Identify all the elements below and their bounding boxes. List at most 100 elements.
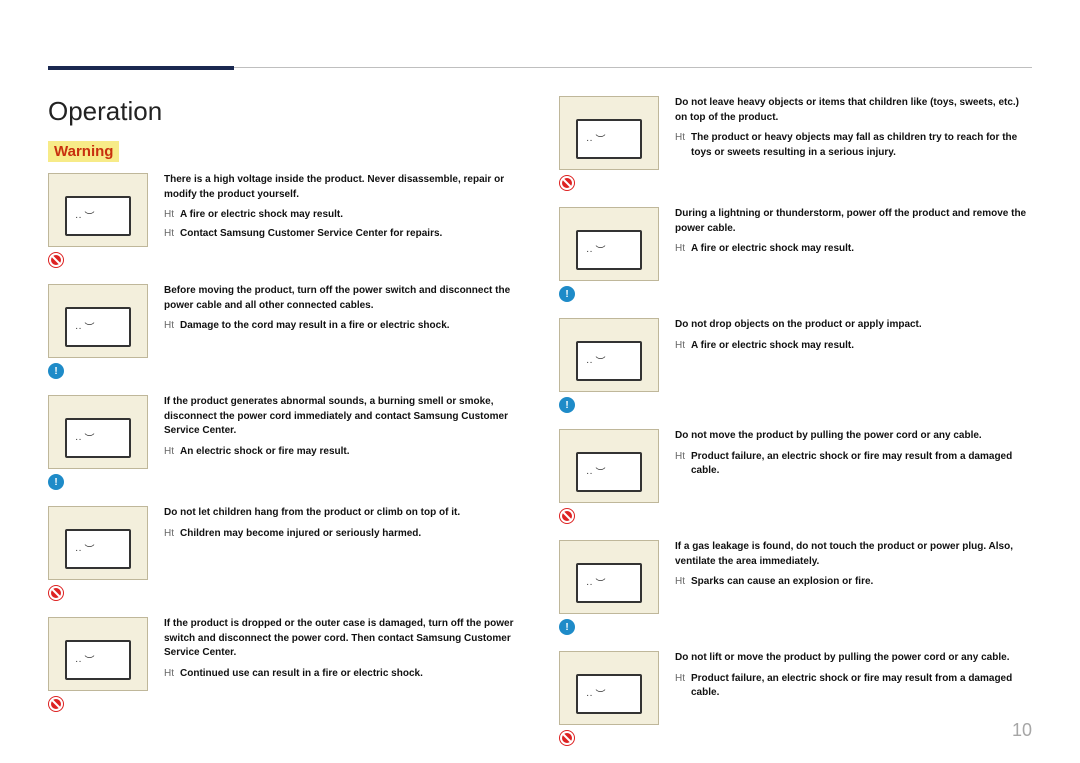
item-body: If a gas leakage is found, do not touch …	[675, 540, 1032, 594]
caution-icon	[559, 286, 575, 302]
item-sub-row: Ht Contact Samsung Customer Service Cente…	[164, 227, 521, 242]
item-main-text: If the product is dropped or the outer c…	[164, 617, 521, 661]
indicator-row	[48, 250, 148, 268]
thumb-wrap: ·· ︶	[559, 540, 659, 635]
item-sub-row: Ht Sparks can cause an explosion or fire.	[675, 575, 1032, 590]
bullet-icon: Ht	[675, 672, 685, 701]
item-sub-row: Ht A fire or electric shock may result.	[164, 208, 521, 223]
illustration-thumb: ·· ︶	[559, 651, 659, 725]
illustration-thumb: ·· ︶	[559, 429, 659, 503]
illustration-thumb: ·· ︶	[48, 617, 148, 691]
item-main-text: There is a high voltage inside the produ…	[164, 173, 521, 202]
safety-item: ·· ︶ Do not lift or move the product by p…	[559, 651, 1032, 746]
safety-item: ·· ︶ There is a high voltage inside the p…	[48, 173, 521, 268]
prohibit-icon	[559, 730, 575, 746]
bullet-icon: Ht	[675, 450, 685, 479]
item-sub-row: Ht Damage to the cord may result in a fir…	[164, 319, 521, 334]
item-main-text: Do not lift or move the product by pulli…	[675, 651, 1032, 666]
item-sub-text: Damage to the cord may result in a fire …	[180, 319, 450, 334]
item-body: If the product generates abnormal sounds…	[164, 395, 521, 463]
bullet-icon: Ht	[164, 527, 174, 542]
item-sub-text: A fire or electric shock may result.	[691, 339, 854, 354]
thumb-wrap: ·· ︶	[559, 651, 659, 746]
bullet-icon: Ht	[164, 667, 174, 682]
thumb-wrap: ·· ︶	[559, 96, 659, 191]
thumb-wrap: ·· ︶	[559, 429, 659, 524]
safety-item: ·· ︶ Do not drop objects on the product o…	[559, 318, 1032, 413]
caution-icon	[559, 619, 575, 635]
illustration-thumb: ·· ︶	[559, 96, 659, 170]
indicator-row	[559, 617, 659, 635]
caution-icon	[48, 363, 64, 379]
indicator-row	[559, 506, 659, 524]
caution-icon	[559, 397, 575, 413]
prohibit-icon	[559, 175, 575, 191]
bullet-icon: Ht	[675, 242, 685, 257]
illustration-thumb: ·· ︶	[48, 395, 148, 469]
thumb-wrap: ·· ︶	[48, 173, 148, 268]
indicator-row	[48, 361, 148, 379]
item-body: Do not let children hang from the produc…	[164, 506, 521, 545]
item-sub-row: Ht Children may become injured or serious…	[164, 527, 521, 542]
item-sub-text: Contact Samsung Customer Service Center …	[180, 227, 442, 242]
item-body: During a lightning or thunderstorm, powe…	[675, 207, 1032, 261]
bullet-icon: Ht	[675, 575, 685, 590]
bullet-icon: Ht	[164, 319, 174, 334]
rule-thin	[234, 67, 1032, 68]
illustration-thumb: ·· ︶	[48, 506, 148, 580]
safety-item: ·· ︶ Do not move the product by pulling t…	[559, 429, 1032, 524]
item-main-text: If a gas leakage is found, do not touch …	[675, 540, 1032, 569]
item-sub-text: A fire or electric shock may result.	[180, 208, 343, 223]
item-sub-text: Product failure, an electric shock or fi…	[691, 672, 1032, 701]
item-sub-text: An electric shock or fire may result.	[180, 445, 350, 460]
thumb-wrap: ·· ︶	[48, 506, 148, 601]
page: Operation Warning ·· ︶There is a high vo…	[0, 0, 1080, 763]
safety-item: ·· ︶ If the product is dropped or the out…	[48, 617, 521, 712]
item-main-text: If the product generates abnormal sounds…	[164, 395, 521, 439]
item-sub-row: Ht A fire or electric shock may result.	[675, 339, 1032, 354]
indicator-row	[559, 728, 659, 746]
item-sub-text: Children may become injured or seriously…	[180, 527, 421, 542]
rule-thick	[48, 66, 234, 70]
item-sub-text: A fire or electric shock may result.	[691, 242, 854, 257]
item-sub-text: Continued use can result in a fire or el…	[180, 667, 423, 682]
safety-item: ·· ︶ Do not leave heavy objects or items …	[559, 96, 1032, 191]
content-columns: ·· ︶ There is a high voltage inside the p…	[48, 96, 1032, 762]
thumb-wrap: ·· ︶	[48, 617, 148, 712]
item-sub-row: Ht Continued use can result in a fire or …	[164, 667, 521, 682]
prohibit-icon	[48, 696, 64, 712]
item-body: Before moving the product, turn off the …	[164, 284, 521, 338]
item-body: Do not move the product by pulling the p…	[675, 429, 1032, 483]
item-main-text: During a lightning or thunderstorm, powe…	[675, 207, 1032, 236]
item-sub-row: HtProduct failure, an electric shock or …	[675, 450, 1032, 479]
item-main-text: Do not leave heavy objects or items that…	[675, 96, 1032, 125]
safety-item: ·· ︶ Before moving the product, turn off …	[48, 284, 521, 379]
item-main-text: Do not let children hang from the produc…	[164, 506, 521, 521]
indicator-row	[48, 583, 148, 601]
prohibit-icon	[48, 585, 64, 601]
thumb-wrap: ·· ︶	[48, 395, 148, 490]
safety-item: ·· ︶ Do not let children hang from the pr…	[48, 506, 521, 601]
bullet-icon: Ht	[164, 227, 174, 242]
item-sub-row: Ht A fire or electric shock may result.	[675, 242, 1032, 257]
item-sub-text: Product failure, an electric shock or fi…	[691, 450, 1032, 479]
illustration-thumb: ·· ︶	[48, 284, 148, 358]
thumb-wrap: ·· ︶	[559, 318, 659, 413]
illustration-thumb: ·· ︶	[48, 173, 148, 247]
bullet-icon: Ht	[164, 445, 174, 460]
item-sub-row: Ht An electric shock or fire may result.	[164, 445, 521, 460]
illustration-thumb: ·· ︶	[559, 207, 659, 281]
caution-icon	[48, 474, 64, 490]
item-sub-text: Sparks can cause an explosion or fire.	[691, 575, 873, 590]
indicator-row	[559, 284, 659, 302]
bullet-icon: Ht	[164, 208, 174, 223]
indicator-row	[559, 173, 659, 191]
prohibit-icon	[48, 252, 64, 268]
item-body: Do not drop objects on the product or ap…	[675, 318, 1032, 357]
bullet-icon: Ht	[675, 339, 685, 354]
item-main-text: Before moving the product, turn off the …	[164, 284, 521, 313]
page-number: 10	[1012, 720, 1032, 741]
item-body: Do not leave heavy objects or items that…	[675, 96, 1032, 164]
indicator-row	[559, 395, 659, 413]
item-sub-text: The product or heavy objects may fall as…	[691, 131, 1032, 160]
